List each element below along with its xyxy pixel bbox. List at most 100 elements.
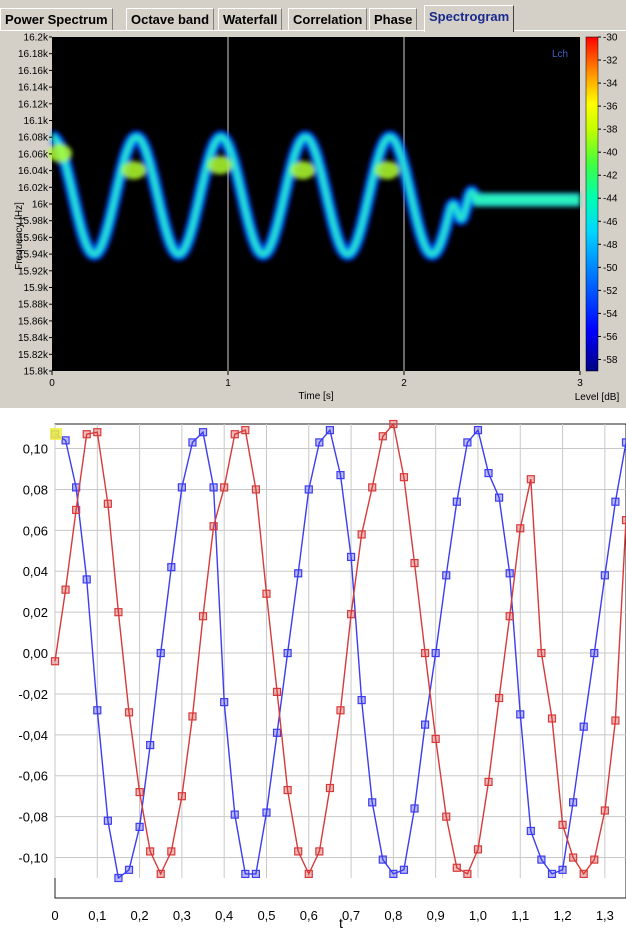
colorbar-label: Level [dB]: [575, 392, 620, 403]
analysis-tab-bar: Power Spectrum Octave band Waterfall Cor…: [0, 0, 626, 32]
waveform-series-1-point: [82, 430, 91, 439]
waveform-series-1-point: [569, 853, 578, 862]
waveform-series-1-point: [304, 869, 313, 879]
colorbar-tick-label: -30: [603, 33, 618, 44]
spectrogram-x-tick-label: 2: [401, 378, 407, 389]
cursor-marker[interactable]: [50, 428, 62, 440]
waveform-series-0-point: [463, 438, 472, 447]
waveform-series-0-point: [272, 728, 282, 737]
waveform-y-tick-label: -0,02: [18, 687, 48, 702]
waveform-plot-area: [54, 423, 626, 899]
colorbar-tick-label: -32: [603, 56, 618, 67]
spectrogram-chart: 16.2k 16.18k 16.16k 16.14k 16.12k 16.1k 16.08k…: [14, 33, 620, 404]
waveform-series-0-point: [378, 855, 387, 864]
waveform-series-1-point: [463, 869, 472, 879]
waveform-y-tick-label: -0,10: [18, 851, 48, 866]
colorbar-tick-label: -38: [603, 125, 618, 136]
waveform-series-1-point: [294, 847, 303, 856]
waveform-series-1-point: [357, 530, 366, 539]
colorbar-tick-label: -52: [603, 286, 618, 297]
waveform-series-0-point: [611, 497, 620, 506]
waveform-series-1-point: [220, 483, 229, 492]
waveform-series-0-point: [621, 438, 626, 447]
waveform-series-0-line: [54, 428, 626, 880]
waveform-x-tick-label: 0,8: [384, 908, 402, 923]
spectrogram-y-tick-label: 15.86k: [18, 316, 49, 327]
tab-waterfall[interactable]: Waterfall: [218, 8, 283, 30]
colorbar-tick-label: -48: [603, 240, 618, 251]
waveform-panel: -0,10 -0,08 -0,06 -0,04 -0,02 0,00 0,02 0,04 0,0…: [0, 408, 626, 930]
tab-power-spectrum[interactable]: Power Spectrum: [0, 8, 113, 30]
waveform-y-tick-label: 0,06: [23, 523, 48, 538]
colorbar-tick-label: -56: [603, 332, 618, 343]
waveform-series-1-point: [505, 612, 514, 621]
spectrogram-peak-hotspot: [48, 144, 72, 163]
waveform-series-1-point: [230, 430, 239, 439]
tab-correlation[interactable]: Correlation: [288, 8, 368, 30]
waveform-series-0-point: [420, 720, 430, 729]
waveform-series-1-point: [72, 505, 81, 514]
waveform-x-tick-label: 0,7: [342, 908, 360, 923]
waveform-series-1-point: [495, 693, 504, 703]
spectrogram-y-tick-label: 15.9k: [24, 283, 49, 294]
waveform-series-1-point: [590, 855, 599, 864]
waveform-series-1-point: [325, 783, 335, 793]
waveform-series-0-point: [93, 706, 102, 715]
waveform-series-1-point: [124, 708, 134, 717]
spectrogram-y-tick-label: 15.92k: [18, 266, 49, 277]
waveform-x-axis-label: t: [339, 915, 343, 930]
waveform-series-1-point: [198, 612, 208, 621]
waveform-series-1-point: [103, 499, 112, 508]
waveform-series-1-point: [410, 558, 419, 568]
waveform-series-0-point: [61, 436, 70, 445]
waveform-x-tick-label: 1,0: [469, 908, 487, 923]
spectrogram-y-tick-label: 15.94k: [18, 250, 49, 261]
waveform-series-1-point: [135, 788, 144, 797]
colorbar-tick-label: -58: [603, 355, 618, 366]
colorbar-tick-label: -42: [603, 171, 618, 182]
spectrogram-y-tick-label: 15.98k: [18, 216, 49, 227]
waveform-x-tick-label: 0,2: [131, 908, 149, 923]
colorbar-tick-label: -54: [603, 309, 618, 320]
waveform-series-0-point: [346, 552, 356, 562]
spectrogram-y-tick-label: 16.08k: [18, 133, 49, 144]
spectrogram-trace-core: [51, 135, 580, 256]
waveform-series-1-point: [516, 524, 525, 533]
waveform-series-1-point: [61, 585, 70, 594]
waveform-series-1-point: [251, 485, 261, 494]
waveform-series-0-point: [569, 798, 578, 807]
spectrogram-y-tick-label: 16.02k: [18, 183, 49, 194]
tab-octave-band[interactable]: Octave band: [126, 8, 215, 30]
colorbar-tick-label: -36: [603, 102, 618, 113]
waveform-series-0-point: [431, 648, 440, 658]
waveform-series-0-point: [579, 722, 588, 731]
waveform-series-0-point: [135, 822, 144, 831]
spectrogram-y-tick-label: 16k: [32, 200, 49, 211]
waveform-series-0-point: [389, 869, 398, 879]
waveform-series-0-point: [251, 869, 261, 879]
waveform-series-1-point: [611, 716, 620, 725]
waveform-series-0-point: [167, 563, 176, 572]
waveform-series-1-point: [346, 610, 356, 619]
waveform-series-0-point: [156, 648, 165, 658]
waveform-series-1-point: [378, 432, 387, 441]
spectrogram-x-tick-label: 3: [577, 378, 583, 389]
waveform-series-1-point: [389, 419, 398, 429]
waveform-series-0-point: [505, 569, 514, 578]
waveform-series-1-point: [241, 426, 250, 435]
waveform-series-1-point: [93, 428, 102, 437]
colorbar-tick-label: -44: [603, 194, 618, 205]
tab-spectrogram[interactable]: Spectrogram: [424, 5, 515, 32]
waveform-series-1-point: [283, 785, 292, 795]
waveform-x-tick-label: 1,1: [511, 908, 529, 923]
spectrogram-x-tick-label: 0: [49, 378, 55, 389]
waveform-series-1-point: [579, 869, 588, 879]
waveform-series-1-point: [50, 657, 60, 666]
tab-phase[interactable]: Phase: [369, 8, 418, 30]
waveform-series-1-point: [547, 714, 557, 723]
waveform-y-tick-label: 0,04: [23, 564, 48, 579]
waveform-series-1-point: [177, 792, 186, 801]
waveform-series-1-point: [452, 863, 461, 872]
waveform-series-0-point: [590, 648, 599, 658]
waveform-series-1-point: [156, 869, 165, 879]
